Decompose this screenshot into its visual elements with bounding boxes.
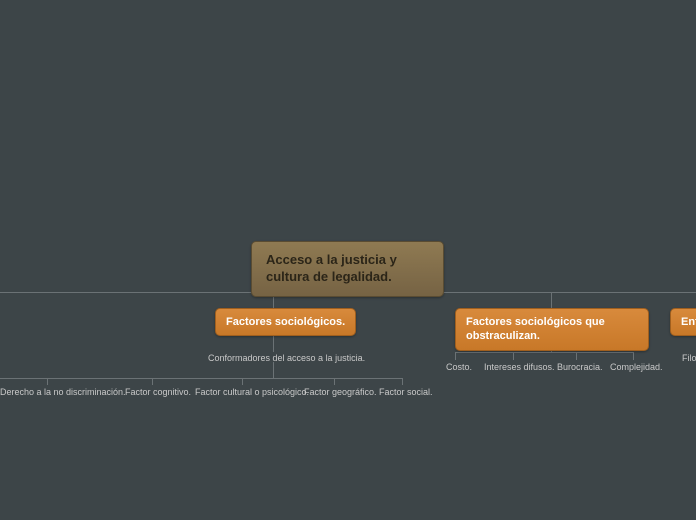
branch-label: Factores sociológicos.	[226, 316, 345, 328]
leaf-derecho-no-discriminacion: Derecho a la no discriminación.	[0, 387, 126, 397]
conn-b2-drop	[551, 292, 552, 308]
conn-b2-l0	[455, 352, 456, 360]
leaf-burocracia: Burocracia.	[557, 362, 603, 372]
conn-b1-sub2	[273, 362, 274, 378]
leaf-complejidad: Complejidad.	[610, 362, 663, 372]
conn-b1-leaves-h	[0, 378, 403, 379]
root-label: Acceso a la justicia y cultura de legali…	[266, 252, 397, 284]
conn-b2-l2	[576, 352, 577, 360]
branch-factores-sociologicos[interactable]: Factores sociológicos.	[215, 308, 356, 336]
leaf-intereses-difusos: Intereses difusos.	[484, 362, 555, 372]
conn-b1-l3	[334, 378, 335, 385]
branch-label: Factores sociológicos que obstraculizan.	[466, 316, 605, 342]
conn-b2-l1	[513, 352, 514, 360]
leaf-factor-cultural: Factor cultural o psicológico.	[195, 387, 309, 397]
conn-b1-l1	[152, 378, 153, 385]
root-node[interactable]: Acceso a la justicia y cultura de legali…	[251, 241, 444, 297]
branch-label: Enfoques	[681, 316, 696, 328]
branch-factores-obstraculizan[interactable]: Factores sociológicos que obstraculizan.	[455, 308, 649, 351]
conn-b1-l2	[242, 378, 243, 385]
sublabel-filos: Filos	[682, 353, 696, 363]
leaf-costo: Costo.	[446, 362, 472, 372]
conn-b1-l4	[402, 378, 403, 385]
branch-enfoques[interactable]: Enfoques	[670, 308, 696, 336]
leaf-factor-geografico: Factor geográfico.	[304, 387, 377, 397]
sublabel-conformadores: Conformadores del acceso a la justicia.	[208, 353, 365, 363]
leaf-factor-social: Factor social.	[379, 387, 433, 397]
conn-b1-l0	[47, 378, 48, 385]
leaf-factor-cognitivo: Factor cognitivo.	[125, 387, 191, 397]
conn-b2-leaves-h	[455, 352, 633, 353]
conn-b2-l3	[633, 352, 634, 360]
